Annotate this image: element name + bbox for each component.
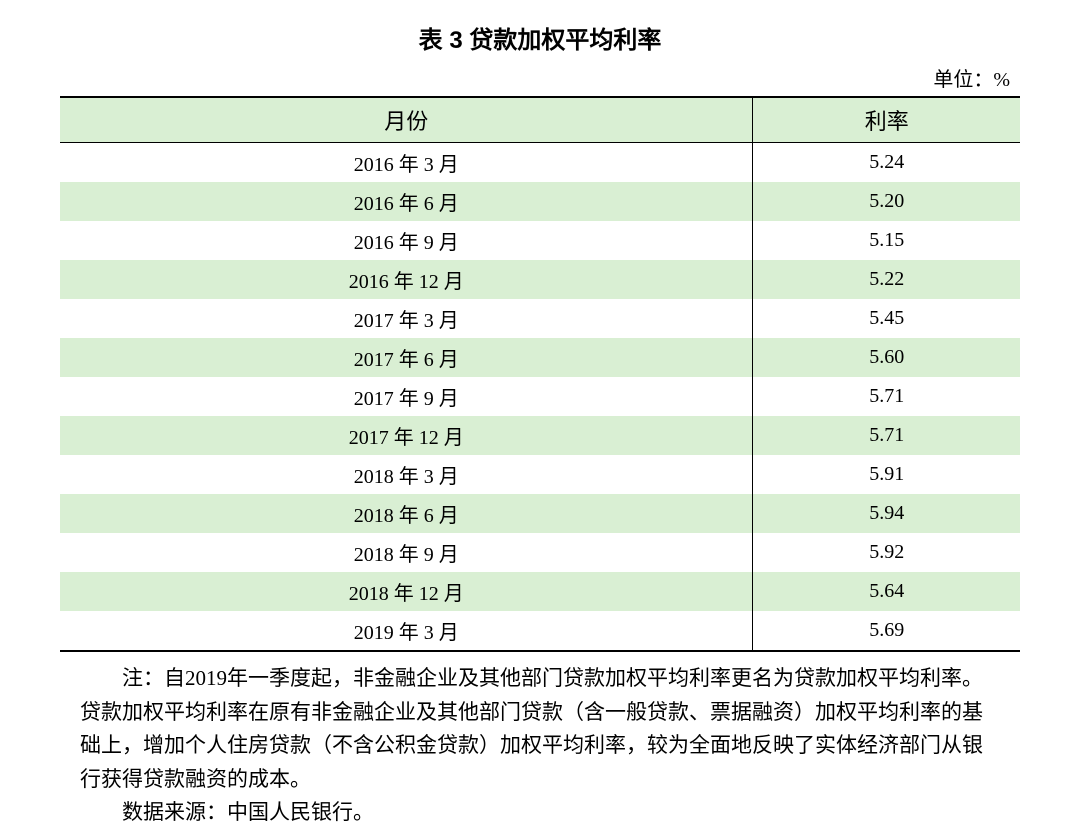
table-row: 2016 年 3 月5.24 — [60, 143, 1020, 183]
table-row: 2017 年 3 月5.45 — [60, 299, 1020, 338]
cell-rate: 5.60 — [753, 338, 1020, 377]
cell-month: 2016 年 12 月 — [60, 260, 753, 299]
cell-rate: 5.45 — [753, 299, 1020, 338]
cell-month: 2018 年 3 月 — [60, 455, 753, 494]
table-body: 2016 年 3 月5.24 2016 年 6 月5.20 2016 年 9 月… — [60, 143, 1020, 652]
table-row: 2016 年 9 月5.15 — [60, 221, 1020, 260]
table-header-row: 月份 利率 — [60, 97, 1020, 143]
table-note: 注：自2019年一季度起，非金融企业及其他部门贷款加权平均利率更名为贷款加权平均… — [60, 662, 1020, 796]
table-row: 2018 年 6 月5.94 — [60, 494, 1020, 533]
table-row: 2018 年 12 月5.64 — [60, 572, 1020, 611]
cell-rate: 5.20 — [753, 182, 1020, 221]
cell-rate: 5.94 — [753, 494, 1020, 533]
cell-month: 2016 年 9 月 — [60, 221, 753, 260]
cell-rate: 5.69 — [753, 611, 1020, 651]
table-row: 2017 年 12 月5.71 — [60, 416, 1020, 455]
cell-rate: 5.91 — [753, 455, 1020, 494]
cell-month: 2018 年 9 月 — [60, 533, 753, 572]
table-row: 2016 年 12 月5.22 — [60, 260, 1020, 299]
unit-label: 单位：% — [60, 63, 1020, 92]
col-month: 月份 — [60, 97, 753, 143]
cell-month: 2017 年 12 月 — [60, 416, 753, 455]
cell-month: 2016 年 3 月 — [60, 143, 753, 183]
cell-month: 2017 年 6 月 — [60, 338, 753, 377]
cell-month: 2017 年 9 月 — [60, 377, 753, 416]
table-row: 2018 年 3 月5.91 — [60, 455, 1020, 494]
cell-rate: 5.64 — [753, 572, 1020, 611]
cell-rate: 5.71 — [753, 377, 1020, 416]
table-title: 表 3 贷款加权平均利率 — [60, 20, 1020, 55]
cell-month: 2019 年 3 月 — [60, 611, 753, 651]
col-rate: 利率 — [753, 97, 1020, 143]
cell-rate: 5.92 — [753, 533, 1020, 572]
cell-rate: 5.71 — [753, 416, 1020, 455]
cell-rate: 5.22 — [753, 260, 1020, 299]
rate-table: 月份 利率 2016 年 3 月5.24 2016 年 6 月5.20 2016… — [60, 96, 1020, 652]
cell-month: 2018 年 6 月 — [60, 494, 753, 533]
cell-month: 2016 年 6 月 — [60, 182, 753, 221]
cell-rate: 5.24 — [753, 143, 1020, 183]
data-source: 数据来源：中国人民银行。 — [60, 796, 1020, 830]
table-row: 2019 年 3 月5.69 — [60, 611, 1020, 651]
cell-rate: 5.15 — [753, 221, 1020, 260]
table-row: 2017 年 6 月5.60 — [60, 338, 1020, 377]
cell-month: 2017 年 3 月 — [60, 299, 753, 338]
table-row: 2018 年 9 月5.92 — [60, 533, 1020, 572]
cell-month: 2018 年 12 月 — [60, 572, 753, 611]
table-row: 2017 年 9 月5.71 — [60, 377, 1020, 416]
table-row: 2016 年 6 月5.20 — [60, 182, 1020, 221]
